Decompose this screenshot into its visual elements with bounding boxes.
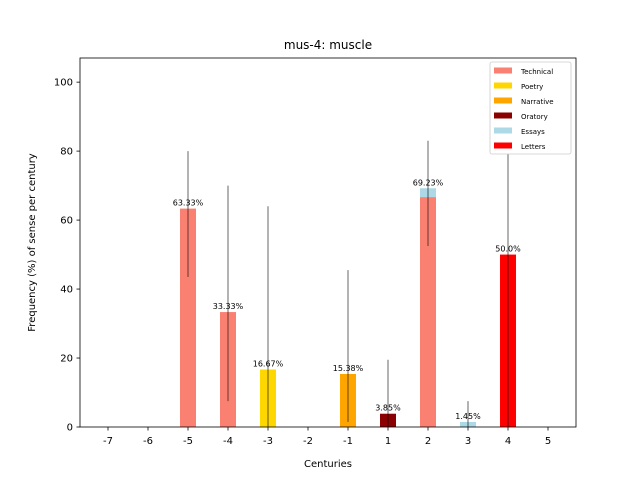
- legend-label-letters: Letters: [521, 143, 546, 151]
- legend-swatch-letters: [494, 142, 512, 149]
- y-tick-label-20: 20: [60, 354, 73, 365]
- data-label--3: 16.67%: [253, 360, 284, 369]
- x-tick-label--2: -2: [303, 436, 313, 447]
- legend-label-technical: Technical: [520, 68, 553, 76]
- data-label--4: 33.33%: [213, 302, 244, 311]
- legend-label-oratory: Oratory: [521, 113, 548, 121]
- x-tick-label-2: 2: [425, 436, 431, 447]
- legend-swatch-narrative: [494, 97, 512, 104]
- x-tick-label--6: -6: [143, 436, 153, 447]
- x-axis-label: Centuries: [304, 459, 352, 470]
- y-tick-label-40: 40: [60, 285, 73, 296]
- legend-label-poetry: Poetry: [521, 83, 543, 91]
- data-label-3: 1.45%: [455, 412, 481, 421]
- legend: Technical Poetry Narrative Oratory Essays Let…: [489, 61, 572, 155]
- plot-frame: [79, 57, 577, 428]
- x-tick-label--3: -3: [263, 436, 273, 447]
- x-tick-label-5: 5: [545, 436, 551, 447]
- y-tick-label-60: 60: [60, 216, 73, 227]
- data-label-4: 50.0%: [495, 245, 521, 254]
- x-axis: -7 -6 -5 -4 -3 -2 -1 1 2 3 4 5: [103, 427, 551, 447]
- data-label-2: 69.23%: [413, 178, 444, 187]
- y-axis-label: Frequency (%) of sense per century: [27, 153, 38, 332]
- x-tick-label--1: -1: [343, 436, 353, 447]
- error-bars-group: [187, 140, 509, 427]
- chart-title: mus-4: muscle: [284, 38, 372, 52]
- x-tick-label-4: 4: [505, 436, 511, 447]
- x-tick-label-3: 3: [465, 436, 471, 447]
- x-tick-label--5: -5: [183, 436, 193, 447]
- legend-swatch-poetry: [494, 82, 512, 89]
- x-tick-label-1: 1: [385, 436, 391, 447]
- data-label-1: 3.85%: [375, 404, 401, 413]
- x-tick-label--7: -7: [103, 436, 113, 447]
- legend-label-essays: Essays: [521, 128, 545, 136]
- data-labels-group: 63.33% 33.33% 16.67% 15.38% 3.85% 69.23% 1.45%…: [173, 178, 521, 421]
- legend-swatch-technical: [494, 67, 512, 74]
- y-tick-label-100: 100: [54, 78, 73, 89]
- y-tick-label-0: 0: [67, 423, 73, 434]
- bar-technical-2: [420, 197, 436, 427]
- legend-label-narrative: Narrative: [521, 98, 554, 106]
- legend-swatch-essays: [494, 127, 512, 134]
- bar-technical--5: [180, 208, 196, 427]
- legend-swatch-oratory: [494, 112, 512, 119]
- data-label--1: 15.38%: [333, 364, 364, 373]
- y-axis: 0 20 40 60 80 100: [54, 78, 80, 434]
- x-tick-label--4: -4: [223, 436, 233, 447]
- y-tick-label-80: 80: [60, 147, 73, 158]
- data-label--5: 63.33%: [173, 199, 204, 208]
